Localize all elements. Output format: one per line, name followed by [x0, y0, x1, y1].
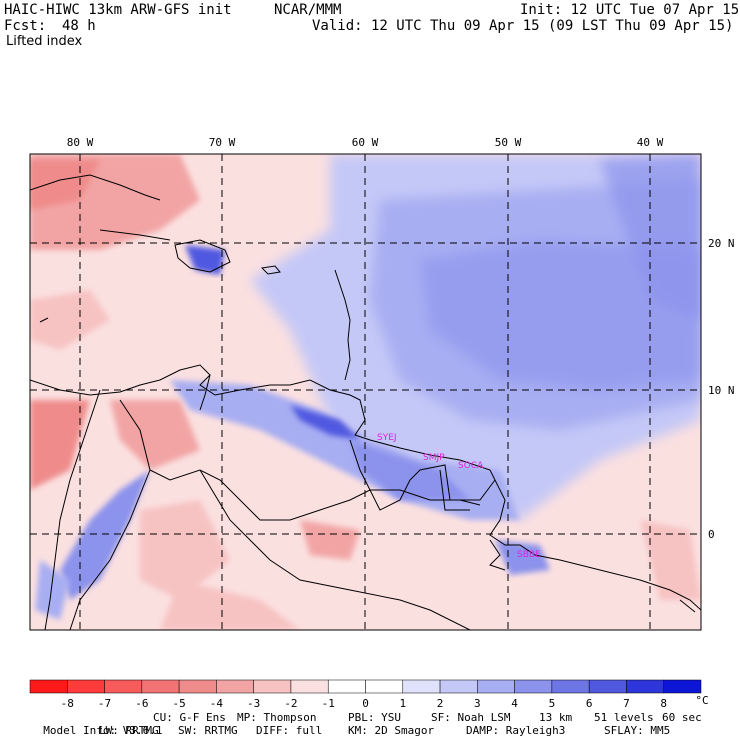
lw-scheme: LW: RRTMG: [99, 724, 159, 737]
colorbar-tick-label: 3: [474, 697, 481, 710]
sflay-scheme: SFLAY: MM5: [604, 724, 671, 737]
colorbar-swatch: [29, 679, 68, 694]
colorbar-tick-label: 7: [623, 697, 630, 710]
organization: NCAR/MMM: [274, 2, 342, 18]
lon-label-70w: 70 W: [209, 136, 236, 149]
forecast-label: Fcst:: [4, 18, 47, 34]
field-shading: [30, 154, 701, 630]
lon-label-60w: 60 W: [352, 136, 379, 149]
colorbar-swatch: [104, 679, 143, 694]
colorbar-tick-label: -8: [60, 697, 74, 710]
colorbar-swatch: [439, 679, 478, 694]
map-frame: [29, 153, 702, 631]
valid-time: Valid: 12 UTC Thu 09 Apr 15 (09 LST Thu …: [312, 18, 734, 34]
colorbar-swatch: [365, 679, 404, 694]
model-title: HAIC-HIWC 13km ARW-GFS init: [4, 2, 232, 18]
colorbar-swatch: [253, 679, 292, 694]
colorbar-tick-label: -7: [97, 697, 112, 710]
sw-scheme: SW: RRTMG: [178, 724, 238, 737]
footer-line1: Model Info: V3.6.1: [30, 711, 162, 737]
sf-scheme: SF: Noah LSM: [431, 711, 511, 724]
colorbar-swatch: [588, 679, 627, 694]
colorbar-tick-label: -1: [321, 697, 335, 710]
levels: 51 levels: [594, 711, 654, 724]
colorbar: [29, 679, 702, 694]
colorbar-tick-label: -4: [209, 697, 223, 710]
model-version: Model Info: V3.6.1: [43, 724, 163, 737]
cu-scheme: CU: G-F Ens: [153, 711, 226, 724]
colorbar-tick-label: -3: [247, 697, 261, 710]
lon-label-40w: 40 W: [637, 136, 664, 149]
station-sbbe: SBBE: [517, 550, 541, 560]
colorbar-swatch: [551, 679, 590, 694]
colorbar-swatch: [327, 679, 366, 694]
colorbar-unit: °C: [695, 694, 709, 707]
timestep: 60 sec: [662, 711, 702, 724]
colorbar-swatch: [141, 679, 180, 694]
colorbar-swatch: [402, 679, 441, 694]
colorbar-swatch: [178, 679, 217, 694]
lat-label-20n: 20 N: [708, 237, 735, 250]
colorbar-tick-label: 4: [511, 697, 518, 710]
colorbar-tick-label: -5: [172, 697, 186, 710]
colorbar-swatch: [290, 679, 329, 694]
colorbar-tick-label: -6: [135, 697, 149, 710]
field-name: Lifted index: [6, 34, 83, 49]
colorbar-swatch: [514, 679, 553, 694]
colorbar-swatch: [216, 679, 254, 694]
forecast-hour: 48 h: [62, 18, 96, 34]
diff-scheme: DIFF: full: [256, 724, 323, 737]
lat-label-10n: 10 N: [708, 384, 735, 397]
colorbar-tick-label: 6: [585, 697, 593, 710]
colorbar-tick-label: 8: [660, 697, 668, 710]
pbl-scheme: PBL: YSU: [348, 711, 401, 724]
km-scheme: KM: 2D Smagor: [348, 724, 435, 737]
colorbar-swatch: [626, 679, 664, 694]
resolution: 13 km: [539, 711, 573, 724]
colorbar-tick-label: 5: [548, 697, 556, 710]
colorbar-swatch: [67, 679, 105, 694]
lon-label-80w: 80 W: [67, 136, 94, 149]
lon-label-50w: 50 W: [495, 136, 522, 149]
station-soca: SOCA: [458, 461, 484, 471]
station-syej: SYEJ: [377, 433, 397, 443]
colorbar-tick-label: 2: [436, 697, 444, 710]
damp-scheme: DAMP: Rayleigh3: [466, 724, 566, 737]
colorbar-swatch: [477, 679, 515, 694]
lat-lon-grid: [30, 154, 701, 630]
mp-scheme: MP: Thompson: [237, 711, 317, 724]
colorbar-tick-label: 0: [362, 697, 369, 710]
init-time: Init: 12 UTC Tue 07 Apr 15: [520, 2, 740, 18]
lat-label-0: 0: [708, 528, 715, 541]
colorbar-tick-label: 1: [399, 697, 407, 710]
colorbar-swatch: [663, 679, 702, 694]
colorbar-tick-label: -2: [284, 697, 298, 710]
station-smjp: SMJP: [423, 453, 445, 463]
